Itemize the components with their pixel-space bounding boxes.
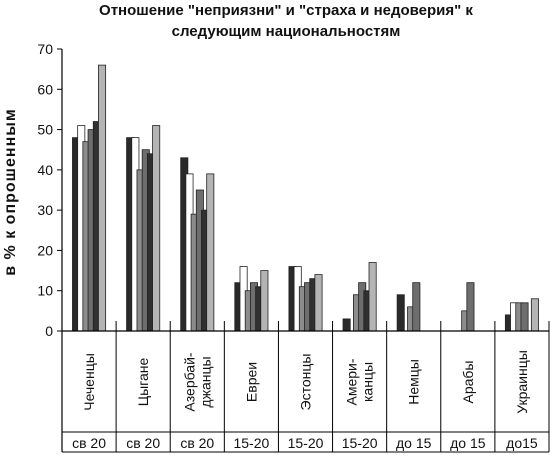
bar (520, 302, 529, 332)
bar (412, 282, 421, 332)
group-label: 15-20 (342, 435, 378, 451)
chart-title-line-2: следующим национальностям (172, 23, 401, 40)
y-tick-label: 30 (37, 202, 53, 218)
category-label: Азербай- (181, 352, 197, 411)
group-label: св 20 (180, 435, 214, 451)
y-tick-label: 60 (37, 81, 53, 97)
group-label: до 15 (450, 435, 486, 451)
bar (368, 262, 377, 332)
category-label: джанцы (197, 356, 213, 407)
bars-layer (72, 64, 539, 332)
category-label: Немцы (406, 359, 422, 405)
chart-title-line-1: Отношение "неприязни" и "страха и недове… (99, 2, 473, 19)
category-label: Амери- (344, 358, 360, 405)
y-axis-label: в % к опрошенным (2, 108, 19, 275)
bar (260, 270, 269, 332)
group-label: до 15 (396, 435, 432, 451)
bar (342, 318, 351, 332)
group-labels: св 20 св 20 св 20 15-20 15-20 15-20 до 15 до 15… (72, 435, 538, 451)
bar (98, 64, 107, 332)
group-label: 15-20 (288, 435, 324, 451)
y-tick-label: 40 (37, 162, 53, 178)
y-axis-ticks: 0 10 20 30 40 50 60 70 (37, 41, 62, 339)
bar (314, 274, 323, 332)
category-label: Чеченцы (81, 353, 97, 411)
category-labels: Чеченцы Цыгане Азербай-джанцы Евреи Эстонцы А… (81, 350, 530, 414)
category-label: Украинцы (514, 350, 530, 414)
category-label: Евреи (243, 362, 259, 402)
category-label: Эстонцы (298, 354, 314, 411)
category-label: Цыгане (135, 358, 151, 407)
group-label: св 20 (72, 435, 106, 451)
bar (396, 294, 405, 332)
category-label: Арабы (460, 361, 476, 404)
group-label: 15-20 (233, 435, 269, 451)
bar (530, 298, 539, 332)
group-label: св 20 (126, 435, 160, 451)
axes-layer (61, 49, 550, 453)
y-tick-label: 10 (37, 283, 53, 299)
bar (206, 173, 215, 332)
bar (152, 125, 161, 332)
group-label: до15 (506, 435, 538, 451)
y-tick-label: 20 (37, 242, 53, 258)
y-tick-label: 50 (37, 122, 53, 138)
y-tick-label: 0 (45, 323, 53, 339)
bar (466, 282, 475, 332)
category-label: канцы (360, 362, 376, 402)
y-tick-label: 70 (37, 41, 53, 57)
